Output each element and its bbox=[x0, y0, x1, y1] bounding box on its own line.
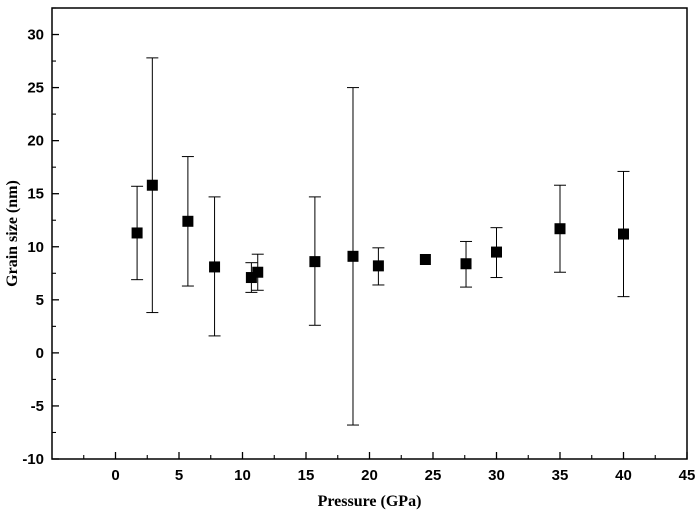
data-layer bbox=[131, 57, 630, 426]
data-point bbox=[419, 253, 431, 265]
x-tick-label: 25 bbox=[425, 467, 442, 484]
data-point bbox=[252, 266, 264, 278]
y-axis-label: Grain size (nm) bbox=[4, 180, 21, 287]
data-point bbox=[618, 228, 629, 240]
x-axis: 0 5 10 15 20 25 30 35 40 45 bbox=[83, 452, 696, 484]
y-tick-label: 10 bbox=[27, 239, 44, 256]
y-tick-label: -5 bbox=[31, 398, 44, 415]
data-point bbox=[209, 261, 221, 273]
y-tick-label: 15 bbox=[27, 186, 44, 203]
data-point bbox=[131, 227, 143, 239]
x-tick-label: 35 bbox=[552, 467, 569, 484]
plot-frame bbox=[51, 7, 688, 460]
x-tick-label: 45 bbox=[679, 467, 696, 484]
data-point bbox=[460, 258, 472, 270]
x-tick-label: 15 bbox=[298, 467, 315, 484]
x-tick-label: 10 bbox=[234, 467, 251, 484]
x-tick-label: 5 bbox=[175, 467, 183, 484]
y-axis: -10 -5 0 5 10 15 20 25 30 bbox=[22, 7, 59, 468]
data-point bbox=[182, 215, 194, 227]
x-tick-label: 40 bbox=[615, 467, 632, 484]
data-point bbox=[372, 260, 384, 272]
x-axis-label: Pressure (GPa) bbox=[318, 493, 422, 510]
x-tick-label: 0 bbox=[111, 467, 119, 484]
y-tick-label: 20 bbox=[27, 133, 44, 150]
data-point bbox=[245, 272, 257, 284]
x-tick-label: 30 bbox=[488, 467, 505, 484]
data-point bbox=[491, 246, 502, 258]
y-tick-label: 0 bbox=[36, 345, 44, 362]
y-tick-label: -10 bbox=[22, 451, 44, 468]
x-tick-label: 20 bbox=[361, 467, 378, 484]
data-point bbox=[309, 256, 321, 268]
data-point bbox=[347, 250, 359, 262]
y-tick-label: 30 bbox=[27, 27, 44, 44]
y-tick-label: 25 bbox=[27, 80, 44, 97]
data-point bbox=[554, 223, 566, 235]
y-tick-label: 5 bbox=[36, 292, 44, 309]
data-point bbox=[146, 179, 158, 191]
